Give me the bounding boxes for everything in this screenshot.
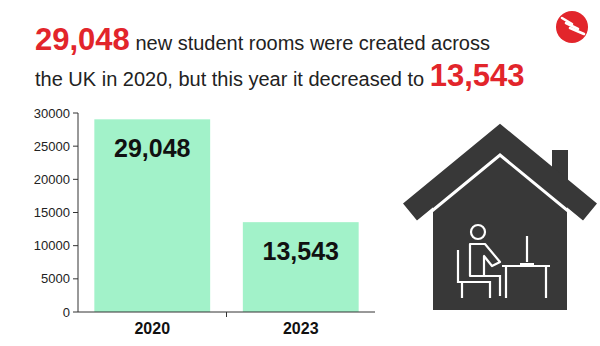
x-tick-label: 2020	[134, 320, 170, 337]
y-tick	[73, 278, 78, 279]
y-tick	[73, 113, 78, 114]
y-tick-label: 10000	[34, 238, 70, 253]
bar	[94, 119, 210, 312]
person-legs	[478, 276, 500, 296]
data-label: 13,543	[263, 237, 339, 265]
bar	[243, 222, 359, 312]
title-text: the UK in 2020, but this year it decreas…	[35, 68, 430, 90]
y-tick	[73, 245, 78, 246]
roof	[410, 138, 590, 212]
y-tick-label: 30000	[34, 106, 70, 121]
logo	[556, 11, 588, 43]
y-tick-label: 20000	[34, 172, 70, 187]
person-head	[471, 225, 485, 239]
roof-gap	[410, 155, 590, 229]
y-tick-label: 5000	[41, 271, 70, 286]
logo-circle	[556, 11, 588, 43]
person-body	[470, 244, 500, 276]
y-tick	[73, 146, 78, 147]
y-tick	[73, 212, 78, 213]
x-tick	[226, 312, 227, 317]
y-tick	[73, 312, 78, 313]
desk	[502, 266, 550, 298]
chart: 29,048 new student rooms were created ac…	[0, 0, 600, 346]
house-icon	[410, 138, 590, 310]
title-highlight: 13,543	[430, 58, 525, 93]
bars	[94, 119, 358, 312]
title-line: the UK in 2020, but this year it decreas…	[35, 58, 525, 93]
chair	[458, 250, 490, 298]
y-tick-label: 0	[63, 305, 70, 320]
x-tick-label: 2023	[283, 320, 319, 337]
title-text: new student rooms were created across	[130, 32, 490, 54]
monitor	[520, 236, 534, 264]
title-highlight: 29,048	[35, 22, 130, 57]
logo-stripe	[570, 28, 584, 34]
y-tick-label: 15000	[34, 205, 70, 220]
data-label: 29,048	[114, 134, 191, 162]
y-tick-label: 25000	[34, 139, 70, 154]
title-line: 29,048 new student rooms were created ac…	[35, 22, 490, 57]
y-tick	[73, 179, 78, 180]
